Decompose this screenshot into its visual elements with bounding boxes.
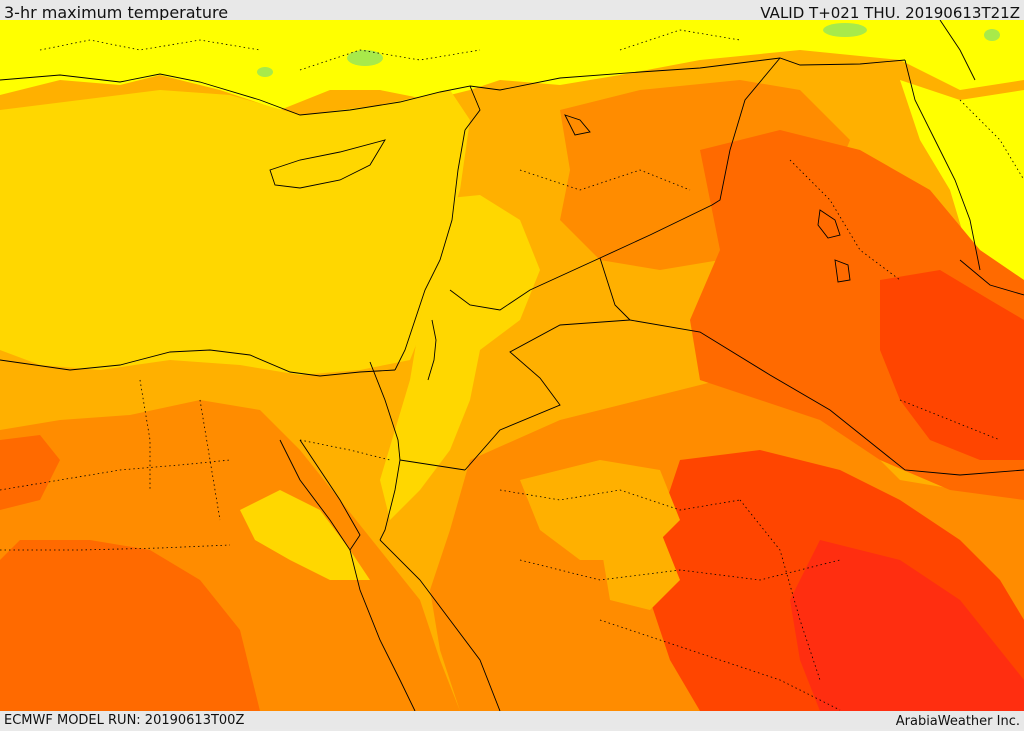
model-run: ECMWF MODEL RUN: 20190613T00Z: [4, 713, 245, 728]
coastline-red-sea-west: [349, 549, 416, 711]
border-jordan-saudi: [464, 319, 631, 471]
temperature-zone-dark-orange-nile: [0, 540, 260, 711]
coastline-gulf-of-aqaba: [379, 459, 401, 541]
border-israel-saudi: [399, 459, 466, 471]
admin-border-turkey-3: [619, 29, 741, 51]
admin-border-egypt-1: [0, 459, 231, 491]
coastline-gulf-of-suez: [279, 439, 361, 551]
temperature-zone-red-iraq: [880, 270, 1024, 460]
temperature-zone-gold-levant: [380, 195, 540, 520]
admin-border-saudi-3: [599, 619, 841, 711]
border-egypt-israel: [369, 361, 401, 461]
admin-border-turkey-2: [299, 49, 481, 71]
border-jordan-iraq: [599, 257, 631, 321]
temperature-zone-light-green-1: [347, 50, 383, 66]
lake-assad: [564, 114, 591, 136]
temperature-zone-gold-sinai: [240, 490, 370, 580]
admin-border-saudi-1: [499, 489, 741, 511]
temperature-zone-gold-arabia-2: [600, 530, 680, 610]
border-syria-jordan: [449, 204, 713, 311]
temperature-map[interactable]: [0, 20, 1024, 711]
coastline-persian-gulf: [959, 259, 1024, 296]
borders: [369, 57, 1024, 476]
border-iraq-iran: [904, 59, 981, 271]
lake-milh: [834, 259, 851, 283]
admin-border-saudi-4: [739, 499, 821, 681]
coastline-cyprus: [269, 139, 386, 189]
coastline-dead-sea: [427, 319, 437, 381]
lake-tharthar: [817, 209, 841, 239]
temperature-zone-light-green-3: [823, 23, 867, 37]
border-syria-iraq: [711, 57, 781, 206]
map-footer: ECMWF MODEL RUN: 20190613T00Z ArabiaWeat…: [0, 711, 1024, 729]
coastline-egypt: [0, 349, 396, 377]
coastline-red-sea-east: [379, 539, 501, 711]
coastline-caspian: [939, 20, 976, 81]
admin-borders: [0, 29, 1024, 711]
temperature-zone-dark-orange-west: [0, 435, 60, 510]
temperature-zone-yellow-north: [0, 20, 1024, 110]
admin-border-syria: [519, 169, 691, 191]
credit: ArabiaWeather Inc.: [895, 714, 1020, 729]
coastline-levant: [394, 129, 466, 371]
border-iraq-saudi: [629, 319, 1024, 476]
admin-border-sinai: [299, 439, 391, 461]
map-title: 3-hr maximum temperature: [4, 3, 229, 22]
temperature-zone-red-deep: [790, 540, 1024, 711]
map-header: 3-hr maximum temperature VALID T+021 THU…: [0, 0, 1024, 22]
temperature-zone-light-green-2: [257, 67, 273, 77]
admin-border-iraq: [789, 159, 901, 281]
admin-border-saudi-2: [519, 559, 841, 581]
temperature-zone-gold-mediterranean: [0, 90, 470, 375]
admin-border-iran: [959, 99, 1024, 181]
valid-time: VALID T+021 THU. 20190613T21Z: [760, 4, 1020, 22]
border-turkey-syria: [469, 57, 906, 91]
temperature-zone-light-green-4: [984, 29, 1000, 41]
